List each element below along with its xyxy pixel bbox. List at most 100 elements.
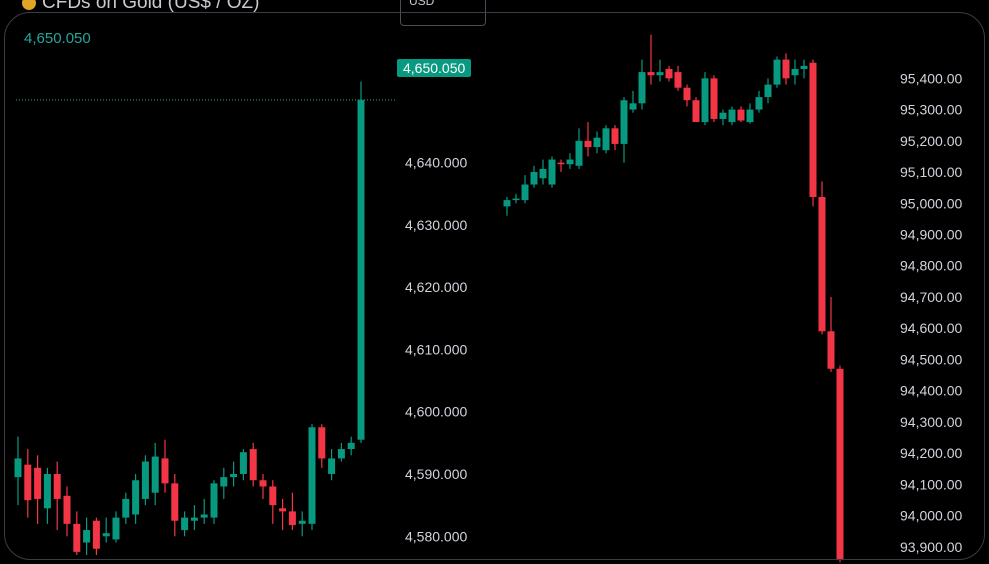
left-candle-body	[122, 498, 130, 518]
left-candle-body	[200, 514, 208, 518]
right-tick-label: 94,200.00	[900, 445, 962, 461]
left-candle-body	[161, 458, 169, 484]
left-tick-label: 4,600.000	[405, 404, 467, 420]
right-tick-label: 94,900.00	[900, 226, 962, 242]
left-candle-body	[337, 449, 345, 459]
right-candle-body	[602, 128, 610, 151]
right-tick-label: 93,900.00	[900, 539, 962, 555]
right-candle-body	[791, 68, 799, 76]
left-price-axis[interactable]: 4,580.000 4,590.000 4,600.000 4,610.000 4,62…	[405, 154, 467, 544]
left-tick-label: 4,610.000	[405, 341, 467, 357]
right-candle-body	[521, 184, 529, 201]
right-tick-label: 94,300.00	[900, 414, 962, 430]
right-candle-body	[683, 87, 691, 101]
gold-coin-icon	[22, 0, 36, 10]
left-candle-body	[53, 474, 61, 499]
right-candle-body	[611, 128, 619, 144]
right-candle-body	[809, 62, 817, 198]
left-candle-body	[171, 483, 179, 521]
left-candle-body	[259, 480, 267, 487]
right-candle-body	[800, 65, 808, 69]
left-candle-body	[190, 517, 198, 521]
right-candle-body	[674, 72, 682, 88]
right-candle-body	[665, 68, 673, 79]
right-candle-body	[719, 112, 727, 119]
left-candle-body	[63, 495, 71, 524]
right-candle-body	[566, 159, 574, 165]
left-tick-label: 4,640.000	[405, 154, 467, 170]
left-candle-body	[24, 464, 32, 501]
right-candle-body	[638, 72, 646, 104]
right-tick-label: 94,800.00	[900, 258, 962, 274]
right-candle-body	[764, 84, 772, 98]
left-candle-body	[112, 517, 120, 540]
right-candle-body	[755, 97, 763, 110]
right-tick-label: 94,100.00	[900, 476, 962, 492]
left-candle-body	[279, 508, 287, 512]
left-candle-body	[239, 452, 247, 474]
right-tick-label: 94,500.00	[900, 351, 962, 367]
right-candle-body	[782, 59, 790, 79]
right-candle-body	[530, 172, 538, 185]
right-candle-body	[701, 78, 709, 123]
left-candle-body	[210, 483, 218, 518]
right-chart-candles	[503, 34, 844, 563]
right-candle-body	[629, 103, 637, 110]
left-candle-body	[328, 458, 336, 474]
left-candle-body	[14, 458, 22, 478]
right-candle-body	[656, 72, 664, 76]
left-candle-body	[357, 99, 365, 440]
left-chart-candles	[14, 81, 365, 555]
left-candle-body	[92, 520, 100, 549]
left-candle-body	[151, 456, 159, 493]
right-tick-label: 94,400.00	[900, 383, 962, 399]
right-tick-label: 95,000.00	[900, 195, 962, 211]
left-tick-label: 4,580.000	[405, 528, 467, 544]
right-candle-body	[737, 109, 745, 121]
right-candle-body	[746, 109, 754, 123]
symbol-title[interactable]: CFDs on Gold (US$ / OZ)	[22, 0, 260, 24]
right-tick-label: 95,200.00	[900, 133, 962, 149]
left-candle-body	[288, 511, 296, 526]
right-candle-body	[728, 109, 736, 123]
left-candle-body	[181, 517, 189, 531]
left-tick-label: 4,630.000	[405, 217, 467, 233]
left-candle-body	[34, 467, 42, 499]
right-candle-body	[692, 100, 700, 123]
left-candle-body	[230, 474, 238, 478]
right-candle-body	[557, 162, 565, 165]
currency-selector[interactable]: USD	[400, 0, 486, 26]
left-candle-body	[220, 477, 228, 487]
right-tick-label: 94,600.00	[900, 320, 962, 336]
right-candle-body	[773, 59, 781, 85]
right-candle-body	[710, 78, 718, 119]
left-candle-body	[298, 520, 306, 524]
last-price-tag: 4,650.050	[397, 59, 472, 77]
right-candle-body	[647, 72, 655, 76]
last-price-header: 4,650.050	[24, 30, 91, 47]
right-candle-body	[818, 197, 826, 332]
right-candle-body	[503, 200, 511, 207]
right-candle-body	[512, 198, 520, 201]
left-candle-body	[308, 427, 316, 524]
right-candle-body	[827, 331, 835, 369]
right-candle-body	[836, 368, 844, 560]
right-tick-label: 95,400.00	[900, 70, 962, 86]
right-tick-label: 94,700.00	[900, 289, 962, 305]
right-candle-body	[593, 137, 601, 148]
left-candle-body	[269, 486, 277, 506]
left-tick-label: 4,620.000	[405, 279, 467, 295]
right-price-axis[interactable]: 93,900.00 94,000.00 94,100.00 94,200.00 94,3…	[900, 70, 962, 554]
left-candle-body	[83, 530, 91, 543]
right-tick-label: 95,100.00	[900, 164, 962, 180]
left-candle-body	[102, 533, 110, 537]
right-candle-body	[620, 100, 628, 144]
left-candle-body	[141, 461, 149, 499]
right-tick-label: 95,300.00	[900, 102, 962, 118]
right-candle-body	[575, 140, 583, 166]
symbol-title-text: CFDs on Gold (US$ / OZ)	[42, 0, 260, 13]
right-tick-label: 94,000.00	[900, 508, 962, 524]
left-candle-body	[318, 427, 326, 459]
